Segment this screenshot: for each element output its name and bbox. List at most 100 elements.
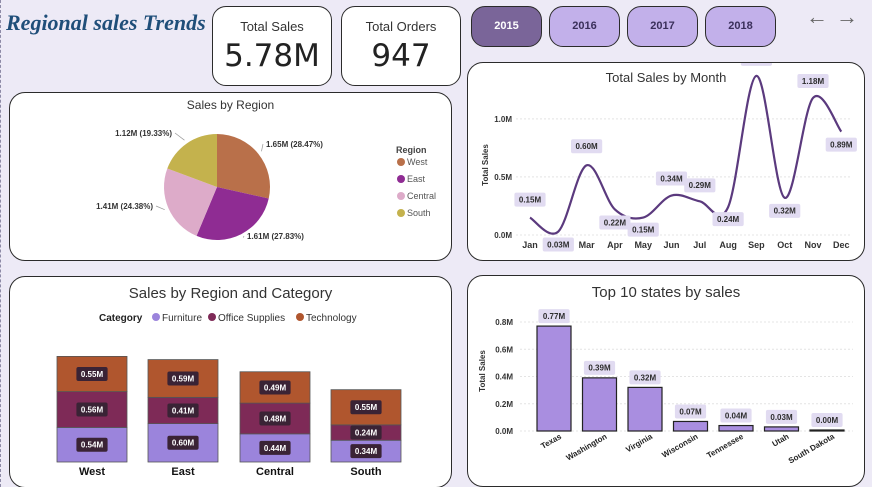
line-ytick-label: 0.5M xyxy=(494,173,512,182)
line-xtick-sep: Sep xyxy=(748,240,765,250)
pie-slice-east xyxy=(196,187,269,240)
pie-label-central: 1.41M (24.38%) xyxy=(96,202,153,211)
stack-data-label-east-furniture: 0.60M xyxy=(172,439,195,448)
line-data-label-jul: 0.29M xyxy=(689,181,712,190)
pie-legend-central: Central xyxy=(407,191,436,201)
year-button-2015[interactable]: 2015 xyxy=(471,6,542,47)
pie-legend-marker-south xyxy=(397,209,405,217)
sales-by-region-card: Sales by Region 1.65M (28.47%) 1.61M (27.… xyxy=(9,92,452,261)
line-xtick-jun: Jun xyxy=(663,240,679,250)
stack-data-label-east-technology: 0.59M xyxy=(172,374,195,383)
state-xtick-texas: Texas xyxy=(539,432,563,451)
stack-xtick-south: South xyxy=(350,466,381,478)
pie-legend-marker-west xyxy=(397,158,405,166)
line-xtick-jul: Jul xyxy=(693,240,706,250)
state-data-label-virginia-box xyxy=(629,370,661,385)
dashboard-title: Regional sales Trends xyxy=(6,10,206,35)
line-data-label-dec-box xyxy=(825,137,857,152)
stack-data-label-central-furniture-box xyxy=(259,440,291,455)
state-data-label-washington: 0.39M xyxy=(588,364,611,373)
line-data-label-oct: 0.32M xyxy=(774,207,797,216)
line-data-label-dec: 0.89M xyxy=(830,141,853,150)
pie-legend-marker-east xyxy=(397,175,405,183)
line-xtick-nov: Nov xyxy=(804,240,821,250)
states-y-axis-title: Total Sales xyxy=(478,350,487,392)
stack-xtick-west: West xyxy=(79,466,105,478)
pie-label-south: 1.12M (19.33%) xyxy=(115,129,172,138)
stack-legend-marker-technology xyxy=(296,313,304,321)
state-data-label-virginia: 0.32M xyxy=(634,373,657,382)
line-data-label-sep: 1.37M xyxy=(745,63,768,64)
line-data-label-aug-box xyxy=(712,212,744,227)
state-xtick-utah: Utah xyxy=(771,432,791,449)
state-data-label-tennessee: 0.04M xyxy=(725,411,748,420)
year-button-2017[interactable]: 2017 xyxy=(627,6,698,47)
line-xtick-oct: Oct xyxy=(777,240,792,250)
state-data-label-utah: 0.03M xyxy=(770,413,793,422)
pie-leader-east xyxy=(242,235,245,238)
pie-slice-central xyxy=(164,168,217,236)
forward-arrow-icon[interactable]: → xyxy=(836,4,858,29)
state-data-label-washington-box xyxy=(583,360,616,375)
sales-by-month-card: Total Sales by Month 0.0M 0.5M 1.0M Total S… xyxy=(467,62,865,261)
total-sales-card: Total Sales 5.78M xyxy=(212,6,332,86)
pie-chart: 1.65M (28.47%) 1.61M (27.83%) 1.41M (24.38… xyxy=(96,129,436,241)
line-data-label-sep-box xyxy=(740,63,772,66)
line-xtick-apr: Apr xyxy=(607,240,623,250)
stack-data-label-east-furniture-box xyxy=(167,435,199,450)
pie-legend-south: South xyxy=(407,208,431,218)
line-data-label-may: 0.15M xyxy=(632,225,655,234)
year-button-2018[interactable]: 2018 xyxy=(705,6,776,47)
stack-data-label-south-technology-box xyxy=(350,400,382,415)
stack-data-label-west-technology: 0.55M xyxy=(81,370,104,379)
stack-data-label-central-technology-box xyxy=(259,380,291,395)
state-xtick-virginia: Virginia xyxy=(624,432,654,455)
sales-by-region-title: Sales by Region xyxy=(186,98,275,112)
line-xtick-mar: Mar xyxy=(579,240,596,250)
pie-slice-west xyxy=(217,134,270,199)
year-button-2016[interactable]: 2016 xyxy=(549,6,620,47)
line-data-label-jun-box xyxy=(655,171,688,186)
stack-data-label-west-office-supplies-box xyxy=(76,402,108,417)
stack-data-label-central-technology: 0.49M xyxy=(264,383,287,392)
line-data-label-apr: 0.22M xyxy=(604,218,627,227)
stack-legend-marker-furniture xyxy=(152,313,160,321)
stack-data-label-west-furniture-box xyxy=(76,437,108,452)
line-data-label-oct-box xyxy=(769,203,801,218)
state-bar-virginia xyxy=(627,386,663,432)
line-data-label-may-box xyxy=(627,222,659,237)
state-bar-texas xyxy=(536,325,572,432)
line-data-label-apr-box xyxy=(599,215,631,230)
stack-data-label-east-technology-box xyxy=(167,371,199,386)
region-category-title: Sales by Region and Category xyxy=(128,285,333,302)
total-sales-value: 5.78M xyxy=(224,38,320,74)
line-data-label-jan-box xyxy=(514,192,546,207)
stack-legend-office-supplies: Office Supplies xyxy=(218,313,285,324)
stack-legend-furniture: Furniture xyxy=(162,313,202,324)
total-orders-card: Total Orders 947 xyxy=(341,6,461,86)
back-arrow-icon[interactable]: ← xyxy=(806,4,828,29)
state-data-label-wisconsin: 0.07M xyxy=(679,407,702,416)
stack-data-label-west-technology-box xyxy=(76,367,108,381)
stack-legend-marker-office-supplies xyxy=(208,313,216,321)
stack-data-label-west-office-supplies: 0.56M xyxy=(81,405,104,414)
states-ytick-label: 0.0M xyxy=(495,427,513,436)
sales-trend-line xyxy=(529,74,843,235)
pie-leader-south xyxy=(174,132,185,141)
line-data-label-nov-box xyxy=(797,73,829,88)
state-bar-tennessee xyxy=(718,424,754,432)
state-xtick-washington: Washington xyxy=(565,432,609,463)
line-data-label-jun: 0.34M xyxy=(660,174,683,183)
stack-xtick-central: Central xyxy=(256,466,294,478)
total-orders-label: Total Orders xyxy=(365,19,437,34)
stack-data-label-south-office-supplies: 0.24M xyxy=(355,428,378,437)
stack-data-label-central-furniture: 0.44M xyxy=(264,444,287,453)
line-data-label-mar: 0.60M xyxy=(575,142,598,151)
stack-data-label-south-furniture-box xyxy=(350,444,382,459)
states-ytick-label: 0.6M xyxy=(495,345,513,354)
state-bar-south-dakota xyxy=(809,429,845,432)
line-data-label-nov: 1.18M xyxy=(802,77,825,86)
top-states-card: Top 10 states by sales 0.0M 0.2M 0.4M 0.6M 0… xyxy=(467,275,865,487)
